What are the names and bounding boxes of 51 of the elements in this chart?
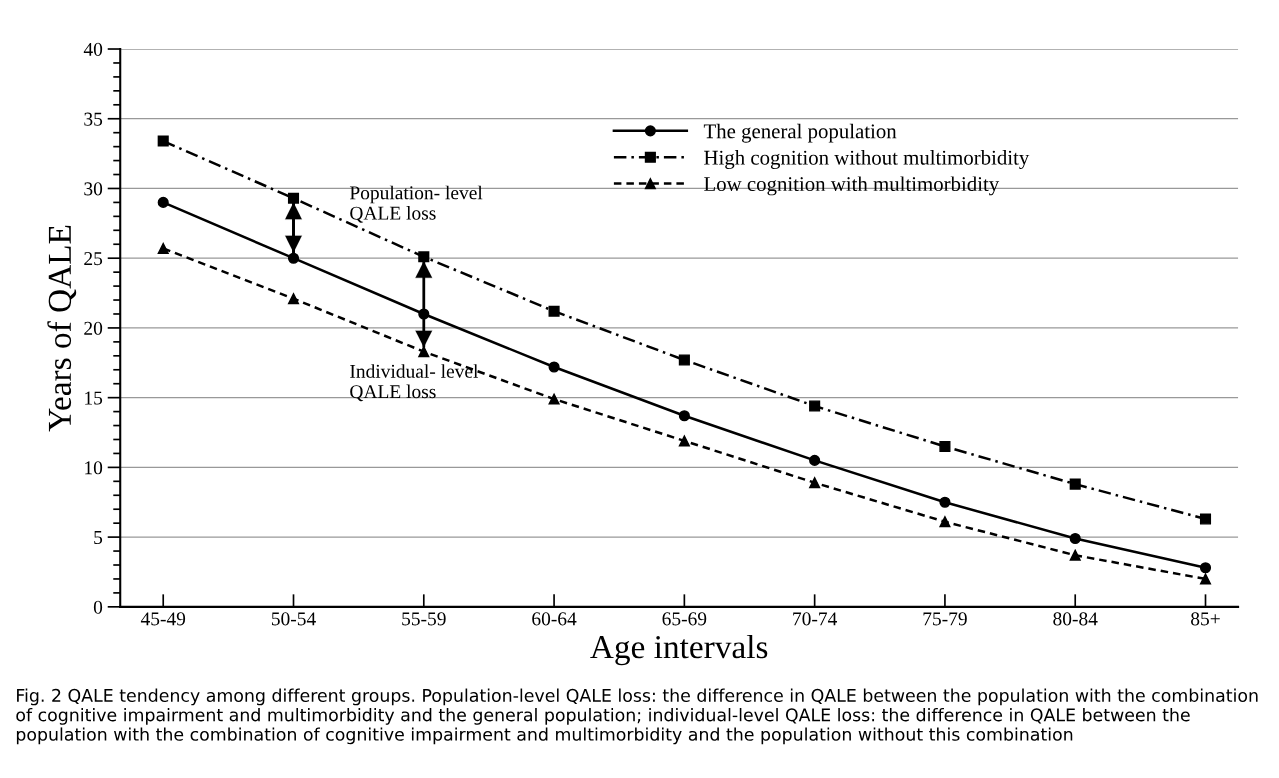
point [548,361,560,373]
legend-label: High cognition without multimorbidity [704,150,1030,169]
y-tick-label: 5 [94,531,103,545]
y-tick-label: 30 [84,182,103,196]
y-tick-label: 25 [84,252,103,266]
point [418,251,430,263]
point [1199,562,1212,574]
point [939,516,951,528]
point [678,354,690,366]
x-tick-label: 65-69 [662,612,707,626]
point [287,192,300,204]
y-tick-label: 40 [83,42,103,56]
point [418,346,430,358]
point [1069,549,1081,561]
x-tick-label: 80-84 [1053,612,1098,626]
point [678,410,690,422]
y-tick-label: 10 [85,461,103,475]
point [1069,478,1081,490]
legend-label: The general population [703,123,897,143]
point [157,196,169,208]
y-tick-label: 35 [84,112,103,126]
annotation: Population- level QALE loss [349,185,483,223]
point [939,440,951,453]
point [287,293,300,305]
x-tick-label: 55-59 [402,612,446,626]
point [678,435,690,447]
point [939,496,951,508]
x-tick-label: 50-54 [271,612,316,626]
x-tick-label: 45-49 [140,612,186,626]
annotation: Individual- level QALE loss [350,364,479,402]
point [1069,532,1081,545]
y-tick-label: 0 [93,600,103,614]
x-axis-title: Age intervals [590,634,768,666]
x-tick-label: 70-74 [793,612,838,626]
point [1199,573,1212,585]
point [809,454,821,466]
y-tick-label: 15 [85,391,103,405]
point [548,305,560,317]
point [157,242,169,254]
x-tick-label: 85+ [1191,612,1220,626]
point [548,393,560,405]
point [1199,513,1212,525]
point [809,400,821,412]
legend-label: Low cognition with multimorbidity [704,176,1000,196]
point [809,477,821,489]
y-tick-label: 20 [84,321,103,335]
x-tick-label: 75-79 [923,612,967,626]
y-axis-title: Years of QALE [47,225,77,432]
caption: Fig. 2 QALE tendency among different groups. Population-level QALE loss: the difference in QALE between the population with the combination of cognitive impairment and multimorbidity and the general population; individual-level QALE loss: the difference in QALE between the population with the combination of cognitive impairment and multimorbidity and the population without this combination [16,688,1258,745]
x-tick-label: 60-64 [532,612,577,626]
point [157,135,169,147]
